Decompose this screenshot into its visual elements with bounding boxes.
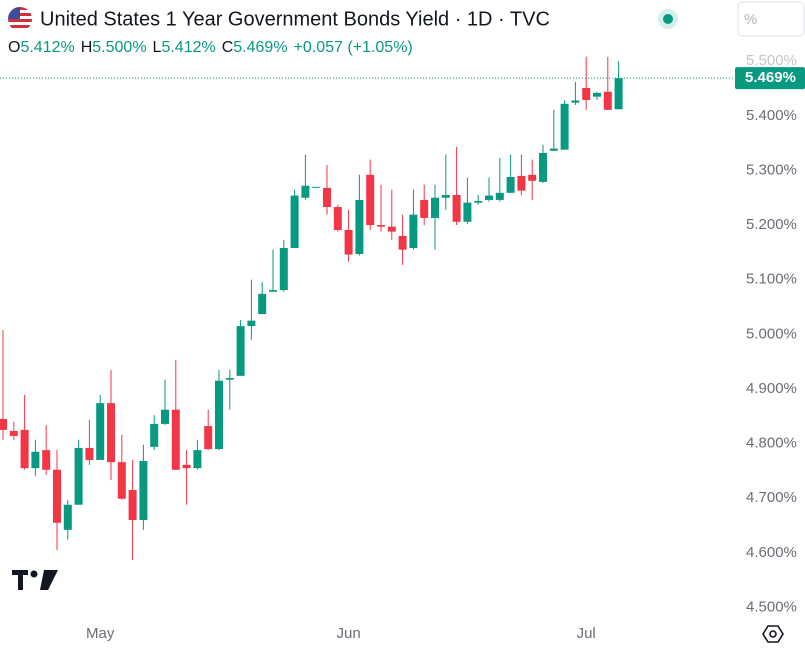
candle-body [258,293,267,315]
last-price-label: 5.469% [745,69,796,86]
candle-body [474,201,483,203]
y-tick-label: 5.500% [746,52,797,69]
candle-body [139,461,148,521]
candle-body [182,464,191,469]
x-tick-label: May [86,625,115,642]
candle-body [225,378,234,380]
candle-body [0,418,7,430]
y-tick-label: 5.000% [746,325,797,342]
candle-body [161,409,169,424]
candle-body [193,450,202,469]
y-tick-label: 4.700% [746,489,797,506]
candle-body [31,451,40,469]
x-tick-label: Jun [337,625,361,642]
legend-key: L [153,39,162,56]
candle-body [279,248,288,291]
legend-value: 5.500% [92,39,146,56]
candle-body [463,202,472,222]
x-tick-label: Jul [577,625,596,642]
candle-body [269,290,277,292]
candle-body [150,423,159,447]
y-tick-label: 4.900% [746,380,797,397]
candle-body [431,197,439,218]
candle-body [171,409,180,470]
candle-body [117,462,126,499]
y-tick-label: 5.300% [746,161,797,178]
candle-body [9,430,18,436]
candle-body [107,403,115,463]
candle-body [603,91,612,110]
candle-body [96,403,105,460]
candle-body [539,152,547,182]
legend-value: 5.412% [20,39,74,56]
candle-body [215,380,223,450]
candle-body [549,148,558,151]
candle-body [128,489,137,521]
candle-body [312,186,321,188]
candle-body [452,195,461,222]
candle-body [582,87,591,100]
candle-body [506,176,515,193]
candle-body [290,195,299,248]
y-tick-label: 5.200% [746,216,797,233]
candle-body [560,103,569,150]
candle-body [333,207,342,230]
candle-body [63,504,72,530]
candle-body [528,174,537,181]
candle-body [301,185,310,198]
candle-body [485,195,493,200]
legend-change: +0.057 (+1.05%) [294,39,413,56]
legend-value: 5.469% [233,39,287,56]
last-price-box [735,67,805,90]
y-tick-label: 4.500% [746,598,797,615]
candle-body [409,214,418,248]
candle-body [495,192,504,200]
candle-body [53,469,61,523]
candle-body [247,320,256,327]
candle-body [377,225,385,227]
candle-body [323,187,331,208]
candle-body [366,174,375,226]
candle-body [571,100,580,103]
candle-body [355,199,364,255]
candle-body [517,175,526,191]
candle-body [398,235,407,250]
candle-body [74,447,83,505]
y-tick-label: 4.800% [746,435,797,452]
candle-body [236,326,245,376]
tv-logo [12,570,58,590]
candle-body [204,426,213,450]
y-tick-label: 5.400% [746,107,797,124]
y-tick-label: 4.600% [746,544,797,561]
candle-body [42,450,51,470]
ohlc-legend: O5.412% H5.500% L5.412% C5.469% +0.057 (+1.0… [8,39,413,56]
legend-key: H [81,39,93,56]
unit-field[interactable] [737,1,805,37]
flag-icon [8,7,32,31]
unit-field-text: % [744,11,757,28]
y-tick-label: 5.100% [746,271,797,288]
candle-body [20,429,29,469]
candle-body [85,447,94,460]
settings-icon[interactable] [762,625,784,643]
legend-key: O [8,39,20,56]
candle-body [441,195,450,198]
candle-body [387,226,396,232]
candle-body [593,92,601,97]
legend-key: C [222,39,234,56]
status-dot [663,14,673,24]
candle-body [420,199,429,218]
legend-value: 5.412% [161,39,215,56]
candle-body [614,78,623,110]
candle-body [344,229,353,255]
chart-title: United States 1 Year Government Bonds Yi… [40,8,550,30]
